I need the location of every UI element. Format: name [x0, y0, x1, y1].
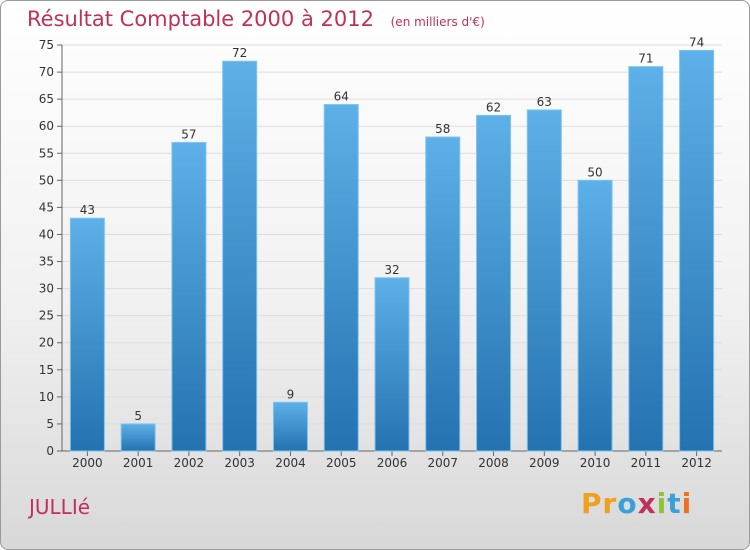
value-label-2010: 50	[587, 165, 602, 179]
value-label-2002: 57	[181, 127, 196, 141]
value-label-2007: 58	[435, 122, 450, 136]
y-tick-label: 5	[46, 417, 54, 431]
value-label-2006: 32	[384, 263, 399, 277]
x-tick-label-2002: 2002	[174, 456, 205, 470]
x-tick-label-2005: 2005	[326, 456, 357, 470]
y-tick-label: 40	[39, 227, 54, 241]
bar-2000[interactable]	[69, 217, 105, 452]
bar-2004[interactable]	[272, 401, 308, 452]
bar-2006[interactable]	[374, 277, 410, 452]
bar-2005[interactable]	[323, 104, 359, 452]
logo-letter: r	[602, 487, 618, 520]
bar-2011[interactable]	[628, 66, 664, 452]
logo-letter: t	[667, 487, 682, 520]
y-tick-label: 25	[39, 309, 54, 323]
x-tick-label-2011: 2011	[631, 456, 662, 470]
y-tick-label: 50	[39, 173, 54, 187]
logo-letter: P	[581, 487, 603, 520]
x-tick-label-2012: 2012	[681, 456, 712, 470]
y-tick-label: 45	[39, 200, 54, 214]
y-tick-label: 10	[39, 390, 54, 404]
bar-2001[interactable]	[120, 423, 156, 452]
bar-2002[interactable]	[171, 141, 207, 452]
logo-letter: o	[617, 487, 638, 520]
value-label-2000: 43	[80, 203, 95, 217]
value-label-2009: 63	[537, 95, 552, 109]
x-tick-label-2000: 2000	[72, 456, 103, 470]
value-label-2001: 5	[134, 409, 142, 423]
y-tick-label: 35	[39, 255, 54, 269]
bar-2007[interactable]	[425, 136, 461, 452]
chart-subtitle: (en milliers d'€)	[390, 15, 485, 29]
x-tick-label-2010: 2010	[580, 456, 611, 470]
value-label-2003: 72	[232, 46, 247, 60]
y-tick-label: 65	[39, 92, 54, 106]
x-tick-label-2004: 2004	[275, 456, 306, 470]
place-name: JULLIé	[29, 495, 91, 519]
bar-2008[interactable]	[476, 114, 512, 452]
x-tick-label-2008: 2008	[478, 456, 509, 470]
value-label-2004: 9	[287, 387, 295, 401]
value-label-2008: 62	[486, 100, 501, 114]
bar-2003[interactable]	[222, 60, 258, 452]
x-tick-label-2009: 2009	[529, 456, 560, 470]
chart-title: Résultat Comptable 2000 à 2012 (en milli…	[27, 7, 485, 31]
bar-2012[interactable]	[679, 49, 715, 452]
chart-title-text: Résultat Comptable 2000 à 2012	[27, 7, 374, 31]
logo-letter: i	[681, 487, 693, 520]
proxiti-logo[interactable]: Proxiti	[581, 487, 692, 520]
logo-letter: i	[656, 487, 668, 520]
bar-2010[interactable]	[577, 179, 613, 452]
y-tick-label: 20	[39, 336, 54, 350]
bar-2009[interactable]	[526, 109, 562, 452]
y-tick-label: 30	[39, 282, 54, 296]
logo-letter: x	[637, 487, 657, 520]
y-tick-label: 70	[39, 65, 54, 79]
x-tick-label-2003: 2003	[224, 456, 255, 470]
y-tick-label: 15	[39, 363, 54, 377]
value-label-2011: 71	[638, 52, 653, 66]
x-tick-label-2007: 2007	[427, 456, 458, 470]
value-label-2012: 74	[689, 35, 704, 49]
x-tick-label-2006: 2006	[377, 456, 408, 470]
x-tick-label-2001: 2001	[123, 456, 154, 470]
value-label-2005: 64	[334, 90, 349, 104]
y-tick-label: 55	[39, 146, 54, 160]
y-tick-label: 60	[39, 119, 54, 133]
y-tick-label: 75	[39, 38, 54, 52]
y-tick-label: 0	[46, 444, 54, 458]
